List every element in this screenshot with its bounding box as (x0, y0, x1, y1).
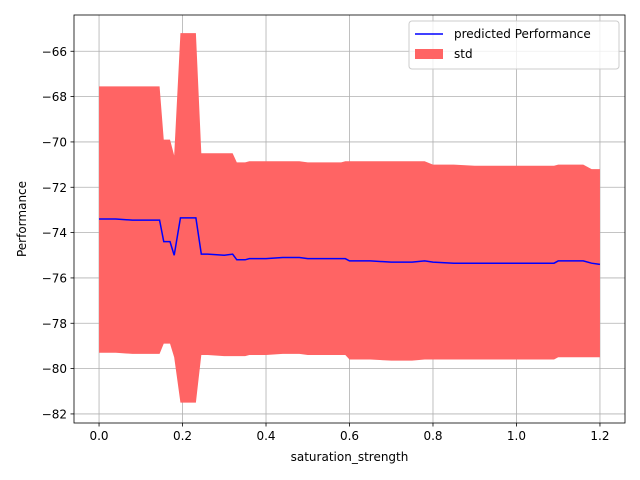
y-tick-label: −66 (42, 45, 67, 59)
std-band (99, 33, 600, 403)
y-tick-label: −68 (42, 90, 67, 104)
y-tick-label: −70 (42, 135, 67, 149)
y-tick-label: −76 (42, 271, 67, 285)
x-tick-label: 0.0 (89, 429, 108, 443)
legend-band-swatch (415, 49, 443, 59)
x-tick-label: 0.2 (173, 429, 192, 443)
y-tick-label: −82 (42, 407, 67, 421)
x-tick-label: 0.4 (256, 429, 275, 443)
y-tick-label: −72 (42, 181, 67, 195)
x-tick-label: 1.2 (590, 429, 609, 443)
legend-band-label: std (454, 47, 473, 61)
x-tick-label: 1.0 (507, 429, 526, 443)
x-axis-ticks: 0.0 0.2 0.4 0.6 0.8 1.0 1.2 (89, 423, 610, 443)
y-axis-ticks: −82 −80 −78 −76 −74 −72 −70 −68 −66 (42, 45, 74, 421)
x-tick-label: 0.6 (340, 429, 359, 443)
legend: predicted Performance std (408, 20, 620, 70)
y-tick-label: −80 (42, 362, 67, 376)
legend-line-label: predicted Performance (454, 27, 591, 41)
y-tick-label: −74 (42, 226, 67, 240)
legend-box (408, 20, 620, 70)
y-tick-label: −78 (42, 317, 67, 331)
y-axis-label: Performance (15, 181, 29, 257)
predicted-performance-line (99, 217, 601, 266)
x-tick-label: 0.8 (423, 429, 442, 443)
x-axis-label: saturation_strength (291, 450, 409, 464)
